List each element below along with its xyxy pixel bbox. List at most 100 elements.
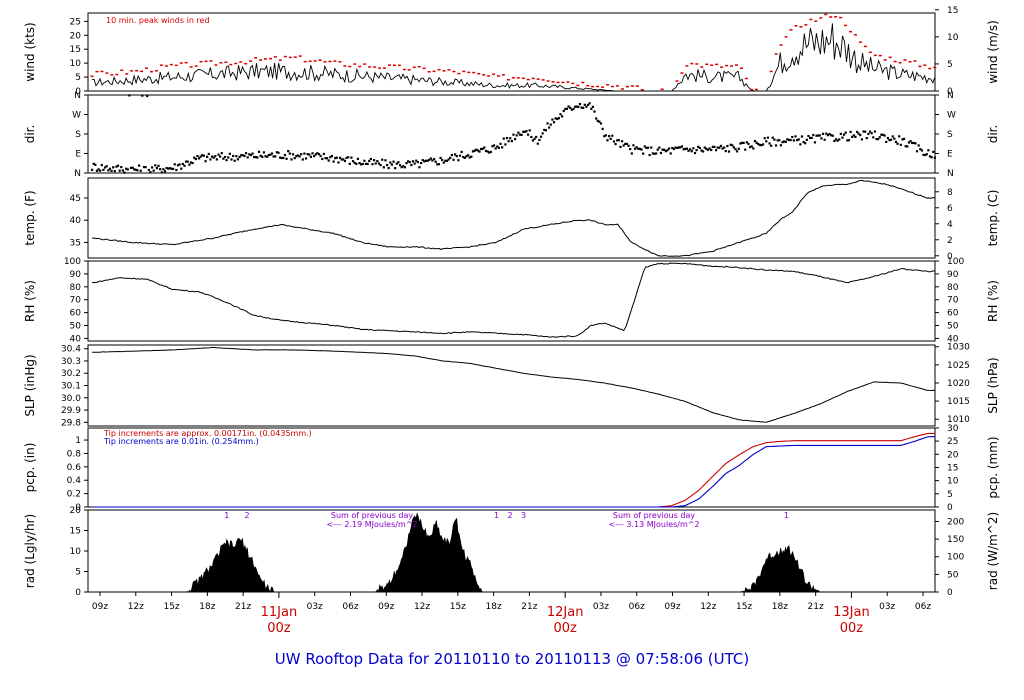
peak-wind-point <box>824 13 828 16</box>
direction-point <box>102 168 105 171</box>
direction-point <box>321 157 324 161</box>
peak-wind-point <box>893 60 897 63</box>
direction-point <box>118 169 121 172</box>
direction-point <box>326 157 329 160</box>
panel-wind: 0 5 10 15 20 25 0 5 10 15 wind (kts) wind (m/s) 10 m… <box>23 6 1000 97</box>
direction-point <box>311 152 314 155</box>
direction-point <box>447 158 450 161</box>
peak-wind-point <box>378 67 382 69</box>
peak-wind-point <box>586 84 590 87</box>
direction-point <box>893 137 896 140</box>
right-tick-label: 50 <box>947 322 959 332</box>
direction-point <box>595 117 598 120</box>
direction-point <box>838 138 841 141</box>
direction-point <box>125 167 128 170</box>
peak-wind-point <box>422 67 426 70</box>
direction-point <box>201 154 204 157</box>
panel-frame <box>87 94 936 174</box>
direction-point <box>458 154 462 157</box>
peak-wind-point <box>214 64 218 66</box>
direction-point <box>643 145 646 148</box>
direction-point <box>739 142 742 145</box>
direction-point <box>672 147 676 151</box>
direction-point <box>787 138 791 141</box>
right-tick-label: 8 <box>947 188 953 198</box>
direction-point <box>432 158 436 161</box>
direction-point <box>586 103 590 107</box>
direction-point <box>512 133 515 136</box>
peak-wind-point <box>710 64 714 66</box>
direction-point <box>468 156 471 159</box>
direction-point <box>272 155 275 158</box>
direction-point <box>322 152 325 156</box>
peak-wind-point <box>853 34 857 36</box>
panel-frame <box>87 260 936 342</box>
peak-wind-point <box>814 20 818 22</box>
direction-point <box>183 164 186 167</box>
direction-point <box>217 153 220 156</box>
peak-wind-point <box>397 64 401 67</box>
peak-wind-point <box>95 70 99 73</box>
left-tick-label: 0.8 <box>67 449 82 459</box>
peak-wind-point <box>100 70 104 73</box>
direction-point <box>749 145 752 149</box>
noon-marker: 1 <box>224 511 229 520</box>
direction-point <box>199 155 202 158</box>
noon-marker: 3 <box>521 511 526 520</box>
direction-point <box>622 144 625 147</box>
right-tick-label: 50 <box>947 570 959 580</box>
left-tick-label: 30.2 <box>61 369 81 379</box>
direction-point <box>907 141 911 144</box>
direction-point <box>526 133 530 136</box>
direction-point <box>502 137 505 140</box>
peak-wind-point <box>447 69 451 71</box>
direction-point <box>557 117 560 120</box>
direction-point <box>128 94 131 97</box>
direction-point <box>544 129 547 132</box>
peak-wind-point <box>660 88 664 90</box>
direction-point <box>601 127 604 130</box>
direction-point <box>812 133 815 137</box>
direction-point <box>917 144 920 147</box>
direction-point <box>770 144 773 147</box>
direction-point <box>92 162 95 165</box>
direction-point <box>471 150 475 153</box>
right-tick-label: 6 <box>947 204 953 214</box>
direction-point <box>353 161 356 164</box>
direction-point <box>244 152 248 155</box>
left-tick-label: 10 <box>70 59 82 69</box>
direction-point <box>180 167 183 170</box>
direction-point <box>612 140 616 143</box>
x-axis: 09z 12z 15z 18z 21z 03z 06z 09z 12z 15z 18z 21z 03z 0… <box>0 592 931 636</box>
direction-point <box>679 146 682 149</box>
direction-point <box>901 138 904 141</box>
peak-wind-point <box>135 69 139 72</box>
direction-point <box>753 139 757 143</box>
peak-wind-point <box>531 77 535 80</box>
direction-point <box>646 146 650 149</box>
direction-point <box>533 137 536 140</box>
direction-point <box>721 147 724 150</box>
peak-wind-point <box>472 71 476 74</box>
peak-wind-point <box>928 67 932 70</box>
direction-point <box>573 105 577 108</box>
right-tick-label: 0 <box>947 87 953 97</box>
direction-point <box>714 149 718 152</box>
peak-wind-point <box>368 66 372 68</box>
peak-wind-point <box>353 63 357 65</box>
peak-wind-point <box>526 78 530 81</box>
peak-wind-point <box>219 62 223 64</box>
left-tick-label: 0 <box>75 87 81 97</box>
peak-wind-point <box>774 53 778 55</box>
peak-wind-point <box>184 61 188 64</box>
direction-point <box>97 168 100 171</box>
direction-point <box>264 155 267 158</box>
direction-point <box>583 103 586 106</box>
direction-point <box>345 156 348 159</box>
right-tick-label: 80 <box>947 283 959 293</box>
direction-point <box>209 158 212 161</box>
hour-tick-label: 15z <box>163 602 179 612</box>
direction-point <box>185 160 188 163</box>
direction-point <box>188 163 191 166</box>
direction-point <box>906 145 909 148</box>
